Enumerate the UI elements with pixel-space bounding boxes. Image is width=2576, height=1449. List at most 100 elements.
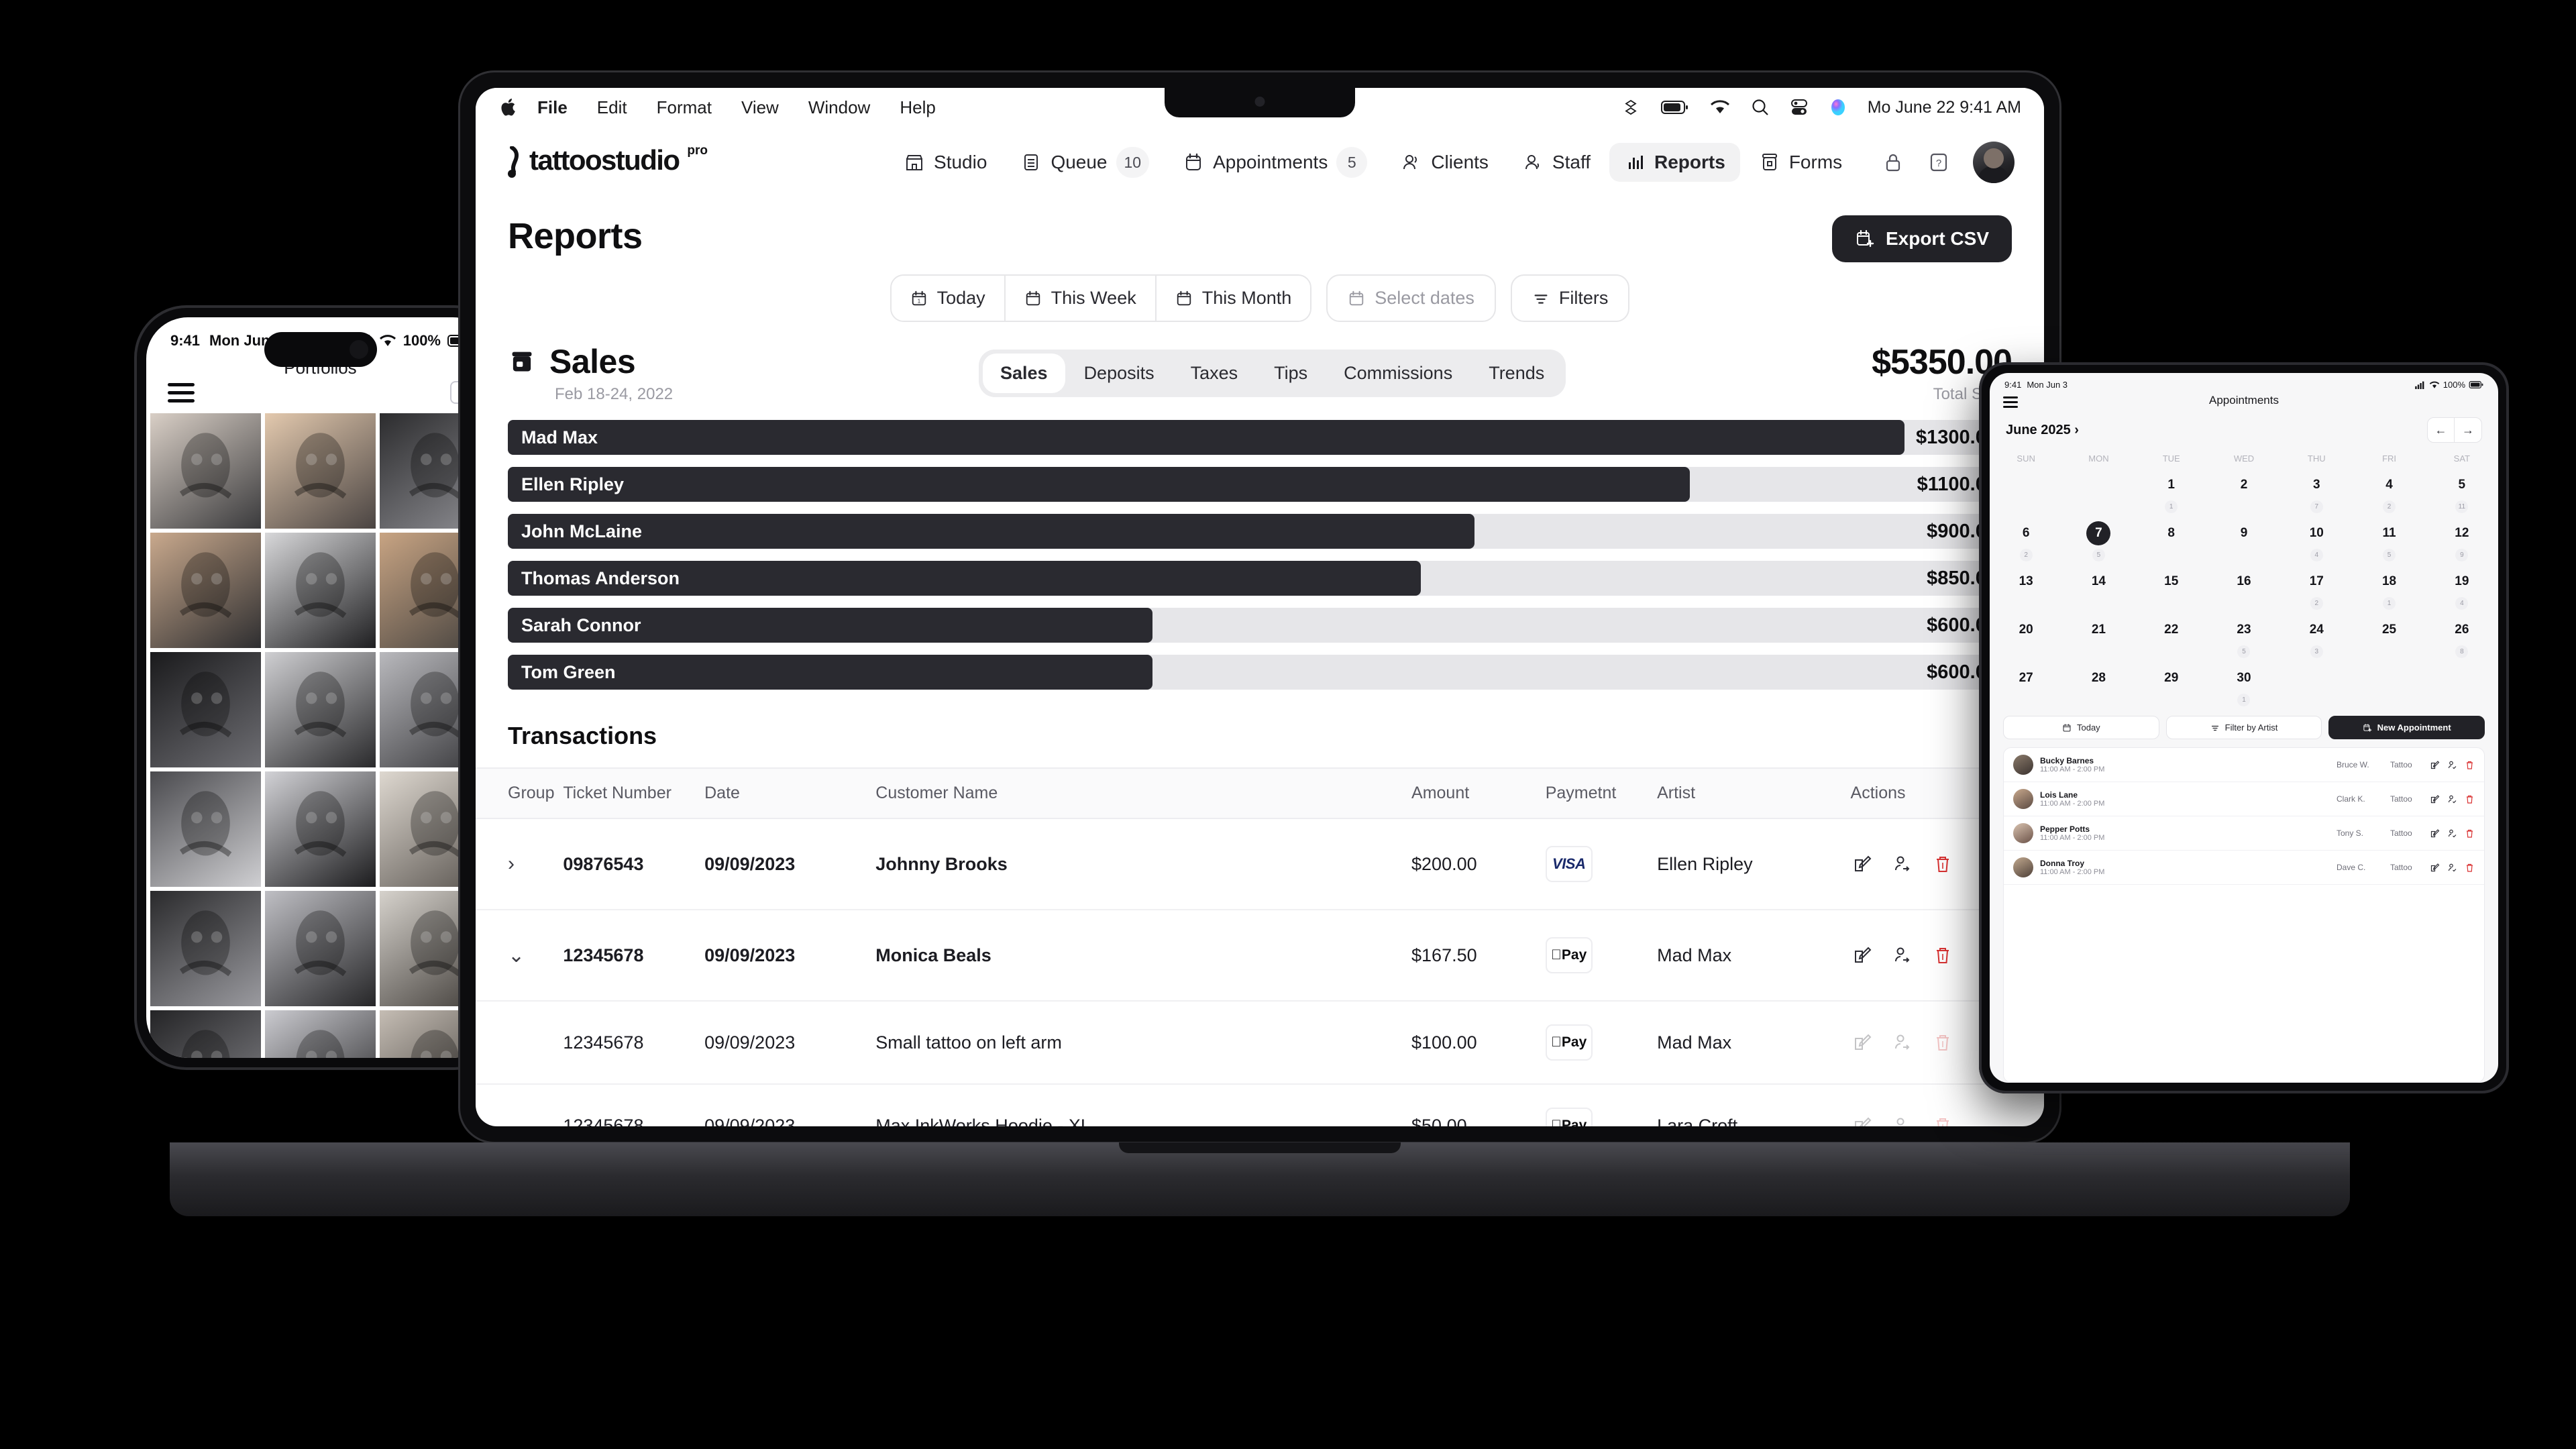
- calendar-day-cell[interactable]: 18 1: [2353, 564, 2425, 612]
- menu-file[interactable]: File: [537, 97, 568, 117]
- appointment-row[interactable]: Pepper Potts 11:00 AM - 2:00 PM Tony S. Tat…: [2004, 816, 2484, 851]
- delete-icon[interactable]: [1931, 853, 1954, 875]
- ipad-month-label[interactable]: June 2025 ›: [2006, 423, 2079, 438]
- hamburger-icon[interactable]: [168, 382, 195, 402]
- calendar-day-cell[interactable]: 28: [2062, 661, 2135, 709]
- calendar-day-cell[interactable]: 29: [2135, 661, 2208, 709]
- ipad-new-appointment-button[interactable]: New Appointment: [2328, 716, 2485, 739]
- filter-this-week-button[interactable]: This Week: [1005, 276, 1157, 321]
- table-row[interactable]: › 09876543 09/09/2023 Johnny Brooks $200.00 V…: [476, 818, 2044, 910]
- calendar-day-cell[interactable]: 30 1: [2208, 661, 2280, 709]
- portfolio-photo[interactable]: [265, 533, 376, 648]
- calendar-day-cell[interactable]: 13: [1990, 564, 2062, 612]
- calendar-day-cell[interactable]: 21: [2062, 612, 2135, 661]
- arrow-left-icon[interactable]: ←: [2428, 418, 2455, 442]
- check-user-icon[interactable]: [2447, 794, 2457, 804]
- export-csv-button[interactable]: Export CSV: [1831, 215, 2012, 262]
- calendar-day-cell[interactable]: 10 4: [2280, 516, 2353, 564]
- filter-today-button[interactable]: 1 Today: [891, 276, 1006, 321]
- delete-icon[interactable]: [2464, 794, 2475, 804]
- menu-window[interactable]: Window: [808, 97, 871, 117]
- delete-icon[interactable]: [2464, 828, 2475, 839]
- apple-icon[interactable]: [496, 98, 523, 117]
- portfolio-photo[interactable]: [265, 891, 376, 1006]
- calendar-day-cell[interactable]: 16: [2208, 564, 2280, 612]
- edit-icon[interactable]: [1851, 944, 1874, 967]
- app-logo[interactable]: tattoostudio pro: [505, 144, 708, 178]
- tab-commissions[interactable]: Commissions: [1344, 362, 1453, 383]
- search-icon[interactable]: [1751, 98, 1770, 117]
- expand-chevron-icon[interactable]: ›: [508, 853, 515, 875]
- assign-user-icon[interactable]: [1891, 1114, 1914, 1126]
- wifi-icon[interactable]: [1709, 99, 1731, 115]
- edit-icon[interactable]: [1851, 1031, 1874, 1054]
- calendar-day-cell[interactable]: 11 5: [2353, 516, 2425, 564]
- calendar-day-cell[interactable]: 2: [2208, 468, 2280, 516]
- nav-item-staff[interactable]: Staff: [1507, 143, 1605, 182]
- hamburger-icon[interactable]: [2003, 396, 2018, 408]
- calendar-day-cell[interactable]: 5 11: [2426, 468, 2498, 516]
- portfolio-photo[interactable]: [265, 1010, 376, 1058]
- edit-icon[interactable]: [2429, 862, 2440, 873]
- edit-icon[interactable]: [1851, 853, 1874, 875]
- expand-chevron-icon[interactable]: ⌄: [508, 944, 525, 967]
- dropbox-icon[interactable]: [1621, 97, 1641, 117]
- avatar[interactable]: [1973, 142, 2015, 183]
- assign-user-icon[interactable]: [1891, 853, 1914, 875]
- check-user-icon[interactable]: [2447, 862, 2457, 873]
- delete-icon[interactable]: [2464, 862, 2475, 873]
- menu-edit[interactable]: Edit: [596, 97, 627, 117]
- assign-user-icon[interactable]: [1891, 1031, 1914, 1054]
- table-sub-row[interactable]: 12345678 09/09/2023 Small tattoo on left a…: [476, 1001, 2044, 1085]
- nav-item-clients[interactable]: Clients: [1386, 143, 1503, 182]
- tab-tips[interactable]: Tips: [1274, 362, 1308, 383]
- appointment-row[interactable]: Lois Lane 11:00 AM - 2:00 PM Clark K. Tatto…: [2004, 782, 2484, 816]
- siri-icon[interactable]: [1829, 98, 1847, 117]
- ipad-today-button[interactable]: Today: [2003, 716, 2159, 739]
- edit-icon[interactable]: [1851, 1114, 1874, 1126]
- calendar-day-cell[interactable]: 17 2: [2280, 564, 2353, 612]
- battery-icon[interactable]: [1660, 100, 1689, 115]
- menu-view[interactable]: View: [741, 97, 779, 117]
- filter-this-month-button[interactable]: This Month: [1156, 276, 1311, 321]
- tab-trends[interactable]: Trends: [1489, 362, 1545, 383]
- tab-taxes[interactable]: Taxes: [1190, 362, 1238, 383]
- calendar-day-cell[interactable]: 12 9: [2426, 516, 2498, 564]
- delete-icon[interactable]: [1931, 944, 1954, 967]
- calendar-day-cell[interactable]: 24 3: [2280, 612, 2353, 661]
- tab-sales[interactable]: Sales: [983, 353, 1065, 393]
- portfolio-photo[interactable]: [265, 413, 376, 529]
- edit-icon[interactable]: [2429, 794, 2440, 804]
- portfolio-photo[interactable]: [150, 771, 261, 887]
- menu-help[interactable]: Help: [900, 97, 936, 117]
- portfolio-photo[interactable]: [380, 771, 490, 887]
- delete-icon[interactable]: [1931, 1114, 1954, 1126]
- calendar-day-cell[interactable]: 19 4: [2426, 564, 2498, 612]
- portfolio-photo[interactable]: [150, 533, 261, 648]
- portfolio-photo[interactable]: [265, 771, 376, 887]
- nav-item-appointments[interactable]: Appointments 5: [1168, 138, 1382, 186]
- portfolio-photo[interactable]: [265, 652, 376, 767]
- calendar-day-cell[interactable]: 27: [1990, 661, 2062, 709]
- select-dates-button[interactable]: Select dates: [1326, 274, 1496, 322]
- nav-item-reports[interactable]: Reports: [1609, 143, 1740, 182]
- nav-item-studio[interactable]: Studio: [889, 143, 1002, 182]
- delete-icon[interactable]: [1931, 1031, 1954, 1054]
- lock-icon[interactable]: [1882, 151, 1904, 174]
- calendar-day-cell[interactable]: 9: [2208, 516, 2280, 564]
- check-user-icon[interactable]: [2447, 828, 2457, 839]
- portfolio-photo[interactable]: [150, 891, 261, 1006]
- portfolio-photo[interactable]: [150, 413, 261, 529]
- assign-user-icon[interactable]: [1891, 944, 1914, 967]
- calendar-day-cell[interactable]: 14: [2062, 564, 2135, 612]
- delete-icon[interactable]: [2464, 759, 2475, 770]
- menu-format[interactable]: Format: [656, 97, 712, 117]
- nav-item-forms[interactable]: Forms: [1744, 143, 1857, 182]
- calendar-day-cell[interactable]: 15: [2135, 564, 2208, 612]
